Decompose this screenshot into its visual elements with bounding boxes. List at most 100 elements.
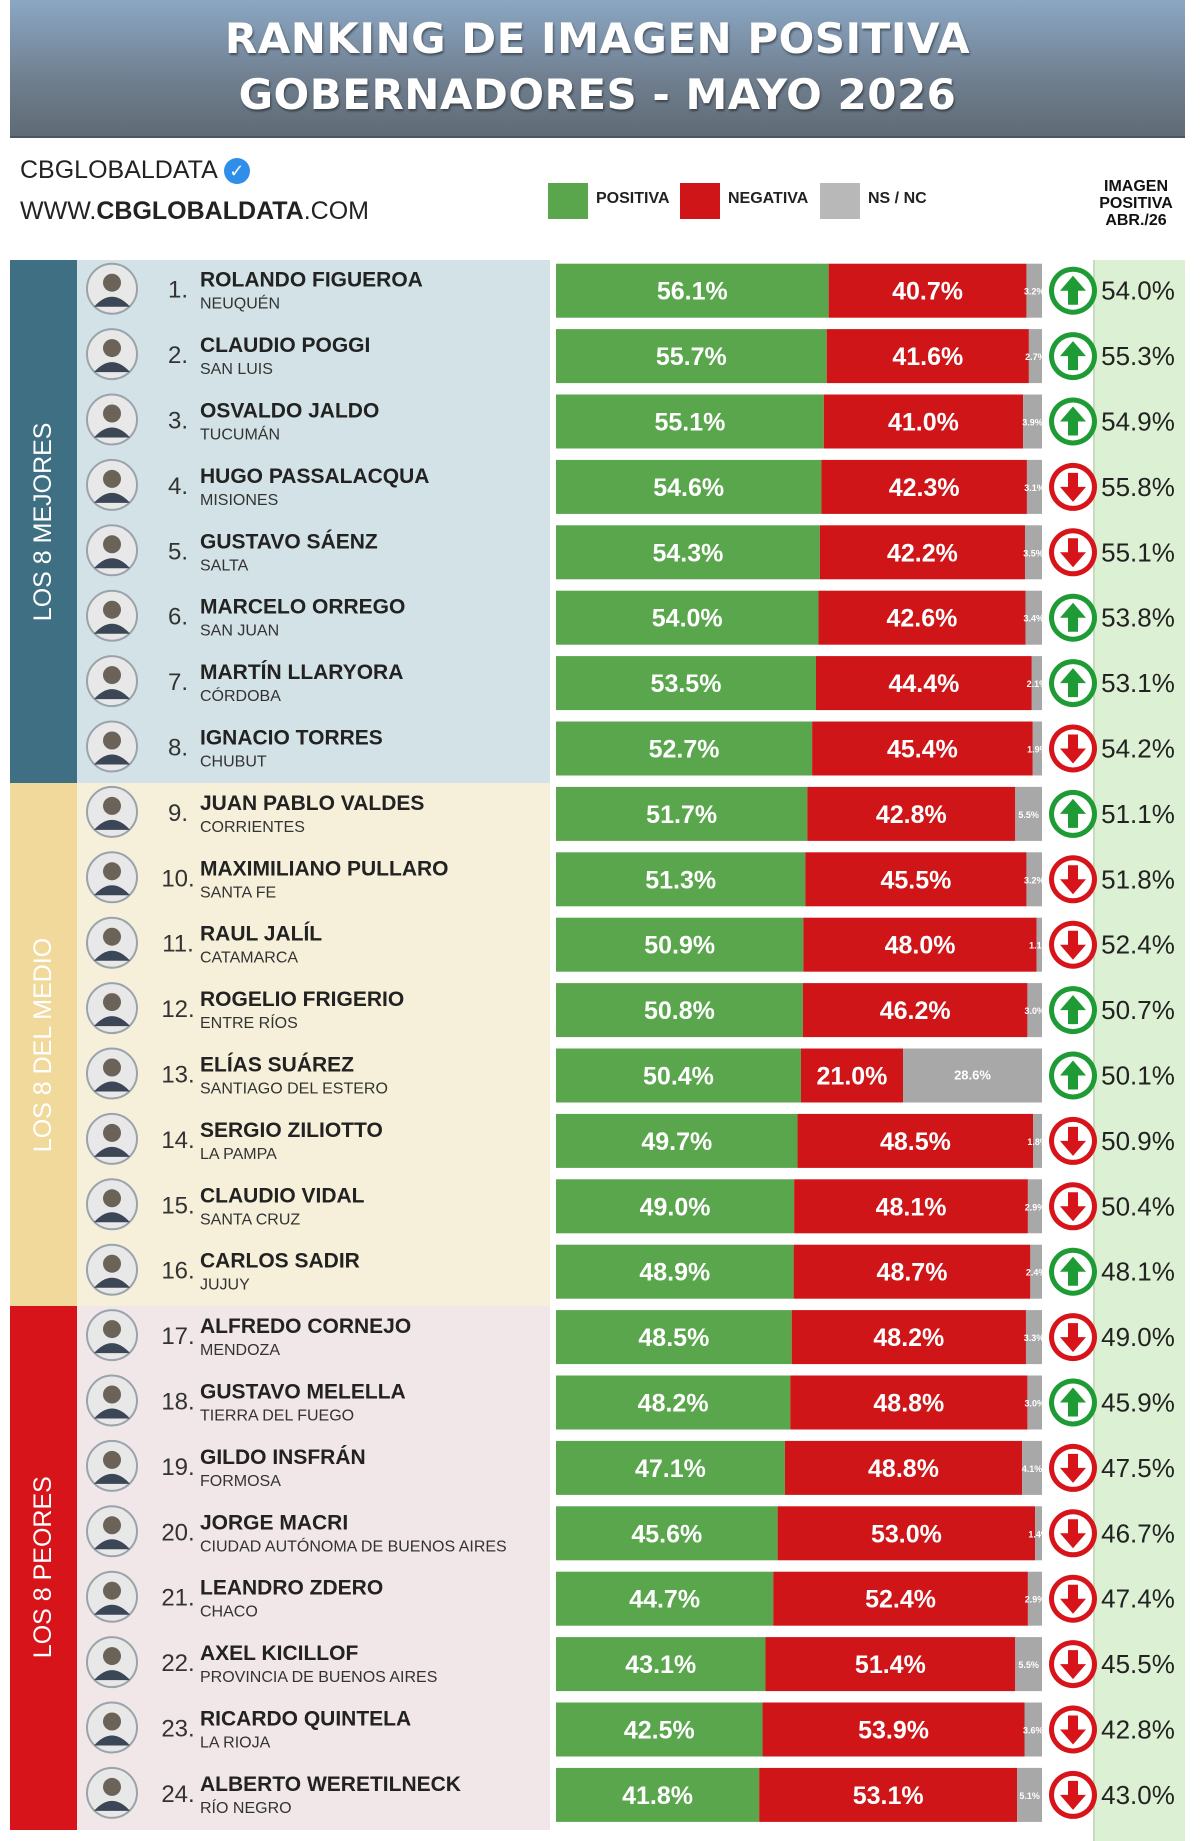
- label-positiva: 48.9%: [639, 1259, 710, 1287]
- avatar-body: [94, 427, 130, 438]
- label-negativa: 41.0%: [888, 409, 959, 437]
- label-positiva: 51.3%: [645, 866, 716, 894]
- ranking-row: 23. RICARDO QUINTELA LA RIOJA 42.5% 53.9% 3.6…: [86, 1701, 1175, 1757]
- province-name: SAN JUAN: [200, 623, 279, 640]
- bar-positiva: [556, 590, 819, 645]
- prev-value: 48.1%: [1101, 1257, 1175, 1287]
- legend-swatch-negativa: [680, 183, 720, 219]
- label-nsnc: 4.1%: [1022, 1464, 1043, 1474]
- prev-header-line-1: IMAGEN: [1104, 178, 1168, 195]
- label-positiva: 43.1%: [625, 1651, 696, 1679]
- governor-name: RAUL JALÍL: [200, 923, 322, 946]
- bar-negativa: [794, 1179, 1028, 1234]
- ranking-row: 10. MAXIMILIANO PULLARO SANTA FE 51.3% 45.5%…: [86, 851, 1175, 907]
- label-nsnc: 2.7%: [1025, 352, 1046, 362]
- governor-name: ROLANDO FIGUEROA: [200, 269, 423, 292]
- prev-value: 50.4%: [1101, 1191, 1175, 1221]
- prev-value: 53.8%: [1101, 603, 1175, 633]
- label-negativa: 48.2%: [873, 1324, 944, 1352]
- label-negativa: 46.2%: [880, 997, 951, 1025]
- arrow-down-glyph: [1060, 472, 1086, 502]
- ranking-row: 2. CLAUDIO POGGI SAN LUIS 55.7% 41.6% 2.7% 55.…: [86, 328, 1175, 384]
- rank-number: 17.: [161, 1323, 194, 1350]
- arrow-down-glyph: [1060, 1126, 1086, 1156]
- bar-nsnc: [1015, 1637, 1042, 1692]
- bar-negativa: [818, 590, 1026, 645]
- bar-negativa: [777, 1506, 1036, 1561]
- bar-positiva: [556, 852, 806, 907]
- avatar-head: [103, 1777, 121, 1796]
- governor-name: GUSTAVO MELELLA: [200, 1381, 406, 1404]
- bar-nsnc: [1033, 1113, 1042, 1168]
- governor-name: ALBERTO WERETILNECK: [200, 1773, 461, 1796]
- label-nsnc: 3.0%: [1024, 1399, 1045, 1409]
- avatar-body: [94, 950, 130, 961]
- bar-negativa: [784, 1440, 1023, 1495]
- avatar-head: [103, 796, 121, 815]
- prev-value: 50.1%: [1101, 1061, 1175, 1091]
- prev-value: 51.1%: [1101, 799, 1175, 829]
- governor-name: SERGIO ZILIOTTO: [200, 1119, 383, 1142]
- group-background-1: [77, 260, 550, 784]
- province-name: SANTA CRUZ: [200, 1211, 300, 1228]
- rank-number: 8.: [168, 735, 188, 762]
- bar-negativa: [793, 1244, 1031, 1299]
- province-name: SALTA: [200, 557, 249, 574]
- bar-positiva: [556, 721, 813, 776]
- label-positiva: 54.3%: [653, 539, 724, 567]
- avatar-body: [94, 885, 130, 896]
- bar-negativa: [791, 1310, 1026, 1365]
- prev-value: 54.2%: [1101, 734, 1175, 764]
- bar-negativa: [816, 656, 1032, 711]
- governor-name: MAXIMILIANO PULLARO: [200, 857, 448, 880]
- ranking-row: 13. ELÍAS SUÁREZ SANTIAGO DEL ESTERO 50.4% 2…: [86, 1047, 1175, 1103]
- avatar-head: [103, 535, 121, 554]
- prev-header-line-3: ABR./26: [1105, 212, 1167, 229]
- rank-number: 3.: [168, 408, 188, 435]
- ranking-row: 6. MARCELO ORREGO SAN JUAN 54.0% 42.6% 3.4% 53…: [86, 589, 1175, 645]
- legend-swatch-nsnc: [820, 183, 860, 219]
- bar-nsnc: [1026, 852, 1042, 907]
- ranking-row: 24. ALBERTO WERETILNECK RÍO NEGRO 41.8% 53.1…: [86, 1766, 1175, 1822]
- label-positiva: 54.6%: [653, 474, 724, 502]
- ranking-row: 15. CLAUDIO VIDAL SANTA CRUZ 49.0% 48.1% 2.9%…: [86, 1178, 1175, 1234]
- bar-positiva: [556, 1506, 778, 1561]
- bar-negativa: [807, 786, 1016, 841]
- bar-nsnc: [1027, 1179, 1042, 1234]
- ranking-row: 1. ROLANDO FIGUEROA NEUQUÉN 56.1% 40.7% 3.2% 5…: [86, 262, 1175, 318]
- bar-positiva: [556, 1244, 794, 1299]
- arrow-up-glyph: [1060, 798, 1086, 828]
- bar-positiva: [556, 1375, 791, 1430]
- label-nsnc: 5.1%: [1019, 1791, 1040, 1801]
- bar-nsnc: [1035, 1506, 1042, 1561]
- rank-number: 15.: [161, 1192, 194, 1219]
- bar-negativa: [759, 1767, 1018, 1822]
- bar-negativa: [803, 917, 1037, 972]
- bar-negativa: [828, 263, 1027, 318]
- label-nsnc: 3.4%: [1023, 614, 1044, 624]
- ranking-row: 9. JUAN PABLO VALDES CORRIENTES 51.7% 42.8% 5…: [86, 785, 1175, 841]
- ranking-row: 19. GILDO INSFRÁN FORMOSA 47.1% 48.8% 4.1% 47.…: [86, 1439, 1175, 1495]
- avatar-body: [94, 1800, 130, 1811]
- bar-nsnc: [1031, 656, 1042, 711]
- label-positiva: 52.7%: [649, 736, 720, 764]
- label-positiva: 54.0%: [652, 605, 723, 633]
- province-name: RÍO NEGRO: [200, 1798, 292, 1817]
- ranking-row: 20. JORGE MACRI CIUDAD AUTÓNOMA DE BUENOS …: [86, 1505, 1175, 1561]
- governor-name: IGNACIO TORRES: [200, 727, 383, 750]
- bar-negativa: [823, 394, 1024, 449]
- bar-nsnc: [1028, 329, 1042, 384]
- website-prefix: WWW.: [20, 197, 97, 225]
- bar-negativa: [797, 1113, 1034, 1168]
- avatar-body: [94, 1277, 130, 1288]
- ranking-chart: 1. ROLANDO FIGUEROA NEUQUÉN 56.1% 40.7% 3.2% 5…: [86, 262, 1175, 1822]
- arrow-down-glyph: [1060, 865, 1086, 895]
- label-negativa: 42.2%: [887, 539, 958, 567]
- governor-name: ROGELIO FRIGERIO: [200, 988, 404, 1011]
- avatar-head: [103, 862, 121, 881]
- province-name: CATAMARCA: [200, 950, 298, 967]
- prev-header-line-2: POSITIVA: [1099, 195, 1173, 212]
- label-positiva: 50.8%: [644, 997, 715, 1025]
- governor-name: RICARDO QUINTELA: [200, 1708, 411, 1731]
- province-name: PROVINCIA DE BUENOS AIRES: [200, 1669, 437, 1686]
